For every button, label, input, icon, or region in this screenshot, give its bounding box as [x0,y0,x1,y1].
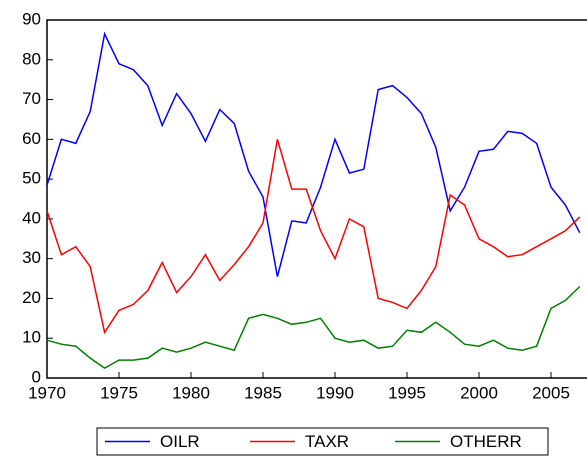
x-tick-label: 2005 [532,383,570,402]
y-tick-label: 10 [22,328,41,347]
series-line [46,139,581,335]
y-tick-label: 80 [22,49,41,68]
legend-label: TAXR [305,432,349,451]
y-tick-label: 90 [22,9,41,28]
x-tick-label: 1990 [316,383,354,402]
x-tick-label: 1975 [100,383,138,402]
x-tick-label: 1995 [388,383,426,402]
y-tick-label: 70 [22,89,41,108]
y-tick-label: 60 [22,129,41,148]
x-tick-label: 1980 [172,383,210,402]
y-tick-label: 40 [22,208,41,227]
series-line [46,285,581,369]
legend: OILR TAXR OTHERR [96,427,549,456]
plot-frame [46,19,587,379]
x-tick-label: 1970 [28,383,66,402]
x-tick-label: 1985 [244,383,282,402]
legend-box [96,427,549,456]
series-line [46,31,581,277]
y-tick-label: 50 [22,169,41,188]
legend-label: OTHERR [450,432,522,451]
y-tick-label: 20 [22,288,41,307]
y-tick-label: 0 [32,367,41,386]
x-tick-label: 2000 [460,383,498,402]
y-tick-label: 30 [22,248,41,267]
legend-label: OILR [160,432,200,451]
